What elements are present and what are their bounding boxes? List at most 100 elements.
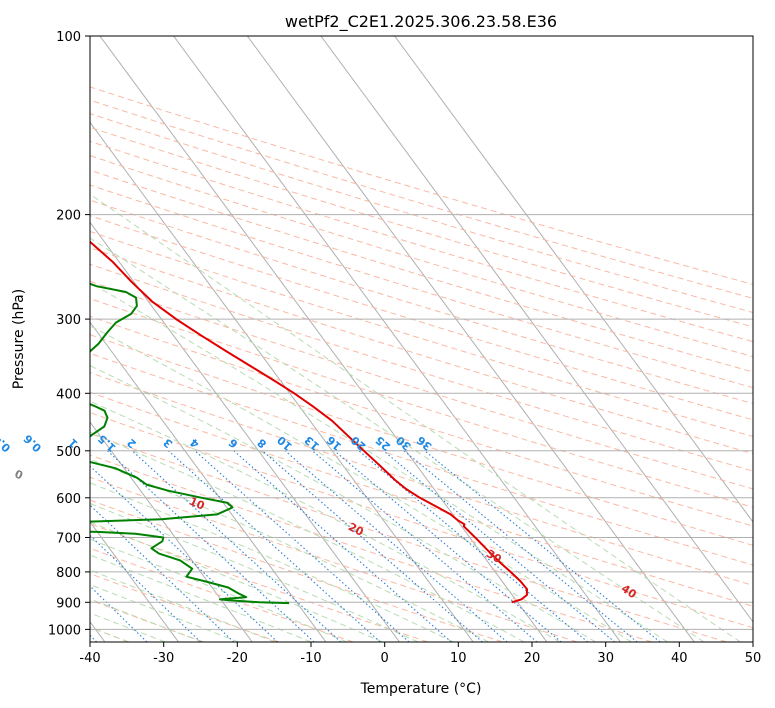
- mixing-ratio-line: [284, 450, 508, 642]
- dry-adiabat-line: [90, 140, 753, 343]
- dry-adiabat-line: [90, 523, 428, 642]
- x-tick-label: -40: [79, 651, 100, 666]
- moist-adiabat-line: [90, 193, 741, 642]
- moist-adiabat-line: [90, 365, 596, 642]
- mixing-ratio-line: [194, 450, 410, 642]
- isotherm-line: [246, 36, 695, 642]
- moist-adiabat-line: [90, 482, 454, 642]
- mixing-ratio-label: 4: [187, 436, 202, 451]
- y-tick-label: 500: [56, 445, 81, 460]
- moist-adiabat-label: 20: [346, 520, 366, 539]
- y-tick-label: 700: [56, 532, 81, 547]
- mixing-ratio-label: 6: [226, 436, 241, 451]
- mixing-ratio-label: 20: [348, 433, 368, 453]
- series-group: [90, 240, 528, 605]
- y-axis: 100 200 300 400 500 600 700 800 900 1000: [48, 30, 90, 638]
- plot-frame: [89, 35, 754, 643]
- mixing-ratio-label: 0.4: [0, 431, 13, 454]
- x-tick-label: 0: [381, 651, 389, 666]
- dry-adiabat-line: [90, 215, 753, 421]
- mixing-ratio-label: 36: [414, 433, 434, 453]
- mixing-ratio-line: [233, 450, 452, 642]
- dry-adiabat-line: [90, 99, 753, 299]
- isotherm-line: [90, 121, 474, 642]
- x-tick-label: -20: [227, 651, 248, 666]
- mixing-ratio-label: 8: [255, 436, 269, 451]
- mixing-ratio-line: [168, 450, 381, 642]
- moist-adiabat-line: [0, 36, 54, 642]
- x-tick-label: -30: [153, 651, 174, 666]
- dry-adiabat-line: [90, 247, 753, 455]
- chart-title: wetPf2_C2E1.2025.306.23.58.E36: [285, 12, 557, 32]
- dry-adiabat-line: [90, 499, 503, 642]
- dry-adiabat-line: [0, 36, 54, 642]
- mixing-ratio-label: 0.6: [21, 431, 44, 454]
- mixing-ratio-line: [383, 450, 616, 642]
- mixing-ratio-line: [312, 450, 538, 642]
- dry-adiabat-line: [90, 113, 753, 314]
- mixing-ratio-line: [90, 465, 278, 642]
- dry-adiabat-line: [90, 573, 279, 642]
- mixing-ratio-label: 30: [393, 433, 413, 453]
- moist-adiabat-line: [90, 554, 312, 642]
- dry-adiabat-line: [90, 334, 753, 546]
- x-tick-label: 30: [597, 651, 614, 666]
- mixing-ratio-label: 10: [274, 433, 294, 453]
- moist-adiabat-label: 10: [187, 495, 207, 513]
- temperature-line: [90, 240, 528, 604]
- isotherm-line: [90, 321, 327, 642]
- moist-adiabat-line: [90, 521, 383, 642]
- isotherm-line: [173, 36, 621, 642]
- x-tick-label: 40: [671, 651, 688, 666]
- mixing-ratio-line: [90, 585, 148, 642]
- mixing-ratio-line: [262, 450, 483, 642]
- x-tick-label: -10: [300, 651, 321, 666]
- dry-adiabat-line: [90, 169, 753, 373]
- x-axis: -40 -30 -20 -10 0 10 20 30 40 50: [79, 642, 761, 666]
- dry-adiabat-line: [90, 352, 753, 566]
- moist-adiabat-label: 40: [619, 582, 639, 601]
- y-tick-label: 400: [56, 387, 81, 402]
- x-axis-label: Temperature (°C): [360, 681, 482, 697]
- mixing-ratio-line: [403, 450, 638, 642]
- moist-adiabat-line: [90, 400, 561, 642]
- dry-adiabat-line: [90, 184, 753, 389]
- y-axis-label: Pressure (hPa): [11, 289, 27, 389]
- dry-adiabat-line: [90, 371, 753, 586]
- mixing-ratio-label: 25: [373, 433, 393, 453]
- y-tick-label: 900: [56, 596, 81, 611]
- y-tick-label: 300: [56, 313, 81, 328]
- isotherm-line: [90, 521, 179, 642]
- y-tick-label: 800: [56, 566, 81, 581]
- moist-adiabat-line: [90, 458, 489, 642]
- x-tick-label: 10: [450, 651, 467, 666]
- moist-adiabat-line: [90, 569, 276, 642]
- moist-adiabat-line: [90, 325, 632, 642]
- mixing-ratio-line: [424, 450, 661, 642]
- background-lines: [0, 36, 753, 642]
- x-tick-label: 50: [745, 651, 762, 666]
- y-tick-label: 1000: [48, 623, 81, 638]
- isotherm-line: [90, 421, 253, 642]
- x-tick-label: 20: [524, 651, 541, 666]
- isotherm-line: [394, 36, 753, 523]
- moist-adiabat-line: [90, 237, 705, 642]
- y-tick-label: 200: [56, 209, 81, 224]
- isotherm-line: [90, 221, 400, 642]
- mixing-ratio-line: [90, 534, 201, 642]
- mixing-ratio-label: 16: [324, 433, 344, 453]
- mixing-ratio-line: [107, 450, 315, 642]
- line-labels: 0.10.20.40.611.52346810131620253036-100-…: [0, 431, 639, 601]
- y-tick-label: 600: [56, 492, 81, 507]
- isotherm-line: [320, 36, 753, 623]
- moist-adiabat-label: 0: [13, 467, 25, 482]
- dry-adiabat-line: [90, 432, 727, 642]
- moist-adiabat-line: [90, 538, 348, 642]
- dry-adiabat-line: [90, 263, 753, 472]
- dry-adiabat-line: [90, 391, 753, 607]
- mixing-ratio-line: [334, 450, 562, 642]
- mixing-ratio-label: 2: [125, 436, 139, 451]
- moist-adiabat-line: [90, 502, 419, 642]
- isotherm-line: [99, 36, 548, 642]
